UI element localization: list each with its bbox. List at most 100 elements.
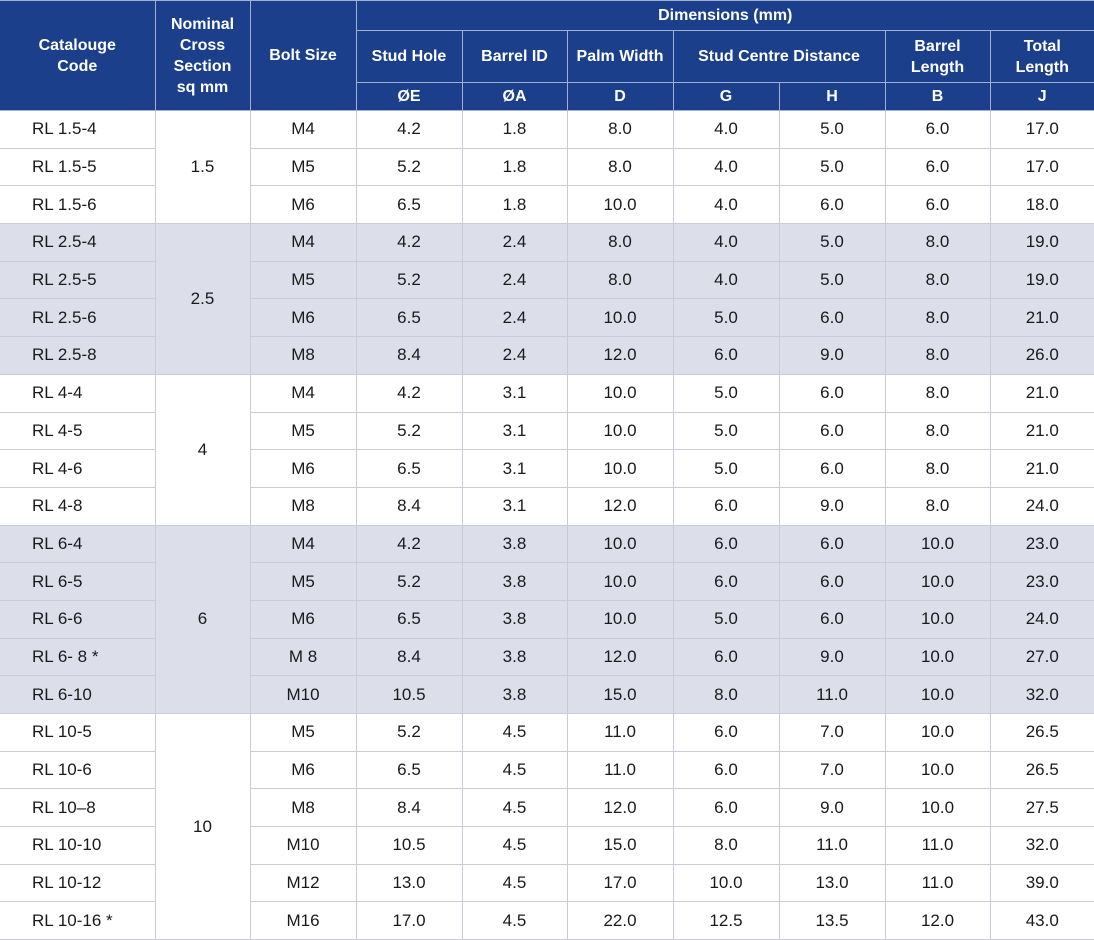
dimension-value: 3.1: [461, 411, 568, 451]
dimension-value: 6.5: [355, 449, 463, 488]
dimension-value: 5.0: [672, 599, 780, 639]
dimension-value: 4.0: [672, 110, 780, 149]
table-body: RL 1.5-4 1.5 M4 4.2 1.8 8.0 4.0 5.0 6.0 17.0 RL 1.…: [0, 109, 1094, 940]
dimension-symbol: D: [566, 82, 674, 111]
catalogue-code: RL 2.5-5: [0, 260, 156, 300]
dimension-value: 10.5: [355, 826, 463, 865]
dimension-value: 4.5: [461, 826, 568, 865]
dimension-value: 6.0: [884, 185, 991, 225]
dimension-value: 6.0: [672, 713, 780, 752]
dimension-value: 17.0: [989, 147, 1094, 187]
table-row: RL 4-6 M6 6.5 3.1 10.0 5.0 6.0 8.0 21.0: [0, 449, 1094, 488]
dimension-value: 10.5: [355, 675, 463, 714]
table-row: RL 6- 8 * M 8 8.4 3.8 12.0 6.0 9.0 10.0 27.0: [0, 637, 1094, 677]
dimension-value: 10.0: [672, 863, 780, 903]
header-row: ØE ØA D G H B J: [0, 82, 1094, 111]
cross-section: 4: [154, 373, 251, 526]
dimension-value: 6.5: [355, 298, 463, 338]
dimension-value: 11.0: [778, 826, 886, 865]
dimension-value: 6.0: [778, 298, 886, 338]
bolt-size: M5: [249, 260, 357, 300]
dimension-value: 18.0: [989, 185, 1094, 225]
dimension-value: 8.0: [672, 826, 780, 865]
dimension-value: 6.0: [672, 524, 780, 564]
dimension-value: 13.5: [778, 901, 886, 940]
dimension-value: 8.0: [884, 486, 991, 526]
dimension-value: 8.4: [355, 637, 463, 677]
dimension-value: 11.0: [778, 675, 886, 714]
dimension-value: 4.5: [461, 901, 568, 940]
dimension-value: 10.0: [884, 788, 991, 828]
dimension-value: 17.0: [566, 863, 674, 903]
catalogue-code: RL 4-4: [0, 373, 156, 413]
dimension-value: 6.0: [778, 524, 886, 564]
cross-section: 6: [154, 524, 251, 715]
dimension-value: 11.0: [566, 750, 674, 790]
dimension-value: 1.8: [461, 110, 568, 149]
table-row: RL 6-4 6 M4 4.2 3.8 10.0 6.0 6.0 10.0 23.0: [0, 524, 1094, 715]
dimension-value: 12.0: [566, 486, 674, 526]
dimension-value: 7.0: [778, 713, 886, 752]
dimension-value: 26.5: [989, 713, 1094, 752]
dimension-value: 6.0: [884, 147, 991, 187]
dimension-value: 19.0: [989, 260, 1094, 300]
bolt-size: M8: [249, 486, 357, 526]
dimension-value: 10.0: [884, 750, 991, 790]
table-row: RL 1.5-5 M5 5.2 1.8 8.0 4.0 5.0 6.0 17.0: [0, 147, 1094, 187]
dimension-value: 6.5: [355, 185, 463, 225]
table-row: RL 2.5-8 M8 8.4 2.4 12.0 6.0 9.0 8.0 26.0: [0, 336, 1094, 375]
dimension-value: 1.8: [461, 147, 568, 187]
dimension-value: 10.0: [884, 524, 991, 564]
dimension-value: 5.0: [778, 223, 886, 262]
dimension-value: 21.0: [989, 373, 1094, 413]
dimension-value: 10.0: [566, 449, 674, 488]
dimension-value: 8.0: [566, 147, 674, 187]
column-header: Catalouge Code: [0, 0, 156, 111]
dimension-value: 10.0: [884, 713, 991, 752]
dimension-value: 12.0: [884, 901, 991, 940]
dimension-header: Total Length: [989, 30, 1094, 83]
dimension-value: 9.0: [778, 637, 886, 677]
dimension-value: 8.4: [355, 486, 463, 526]
dimension-value: 17.0: [355, 901, 463, 940]
dimension-value: 27.0: [989, 637, 1094, 677]
dimension-value: 5.2: [355, 411, 463, 451]
table-row: RL 10-12 M12 13.0 4.5 17.0 10.0 13.0 11.0 39.0: [0, 863, 1094, 903]
dimension-value: 5.2: [355, 147, 463, 187]
dimension-value: 39.0: [989, 863, 1094, 903]
catalogue-code: RL 10-6: [0, 750, 156, 790]
header-row: Catalouge Code Nominal Cross Section sq m…: [0, 0, 1094, 111]
dimension-value: 9.0: [778, 788, 886, 828]
dimension-value: 7.0: [778, 750, 886, 790]
dimension-value: 32.0: [989, 826, 1094, 865]
dimension-value: 5.0: [778, 260, 886, 300]
dimension-value: 8.0: [884, 449, 991, 488]
dimension-value: 5.0: [672, 298, 780, 338]
dimension-value: 4.2: [355, 373, 463, 413]
dimension-value: 26.0: [989, 336, 1094, 375]
dimension-value: 5.0: [672, 411, 780, 451]
dimension-value: 6.0: [884, 110, 991, 149]
dimension-symbol: ØA: [461, 82, 568, 111]
table-row: RL 10-16 * M16 17.0 4.5 22.0 12.5 13.5 12.0 43.0: [0, 901, 1094, 940]
dimension-value: 3.8: [461, 675, 568, 714]
bolt-size: M5: [249, 147, 357, 187]
bolt-size: M10: [249, 675, 357, 714]
table-row: RL 1.5-6 M6 6.5 1.8 10.0 4.0 6.0 6.0 18.0: [0, 185, 1094, 225]
bolt-size: M10: [249, 826, 357, 865]
dimension-value: 4.2: [355, 223, 463, 262]
catalogue-code: RL 6-6: [0, 599, 156, 639]
dimension-value: 6.0: [778, 449, 886, 488]
dimension-value: 3.1: [461, 373, 568, 413]
bolt-size: M6: [249, 449, 357, 488]
dimension-value: 6.0: [778, 185, 886, 225]
dimension-value: 11.0: [884, 826, 991, 865]
bolt-size: M8: [249, 336, 357, 375]
bolt-size: M4: [249, 524, 357, 564]
dimension-value: 43.0: [989, 901, 1094, 940]
catalogue-code: RL 6-4: [0, 524, 156, 564]
dimension-value: 6.0: [672, 486, 780, 526]
bolt-size: M6: [249, 185, 357, 225]
table-row: RL 6-5 M5 5.2 3.8 10.0 6.0 6.0 10.0 23.0: [0, 562, 1094, 601]
dimension-value: 8.0: [566, 260, 674, 300]
